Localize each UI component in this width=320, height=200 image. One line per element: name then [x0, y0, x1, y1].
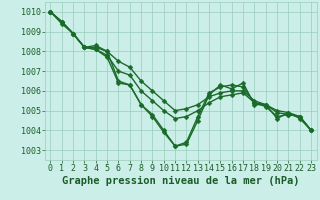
- X-axis label: Graphe pression niveau de la mer (hPa): Graphe pression niveau de la mer (hPa): [62, 176, 300, 186]
